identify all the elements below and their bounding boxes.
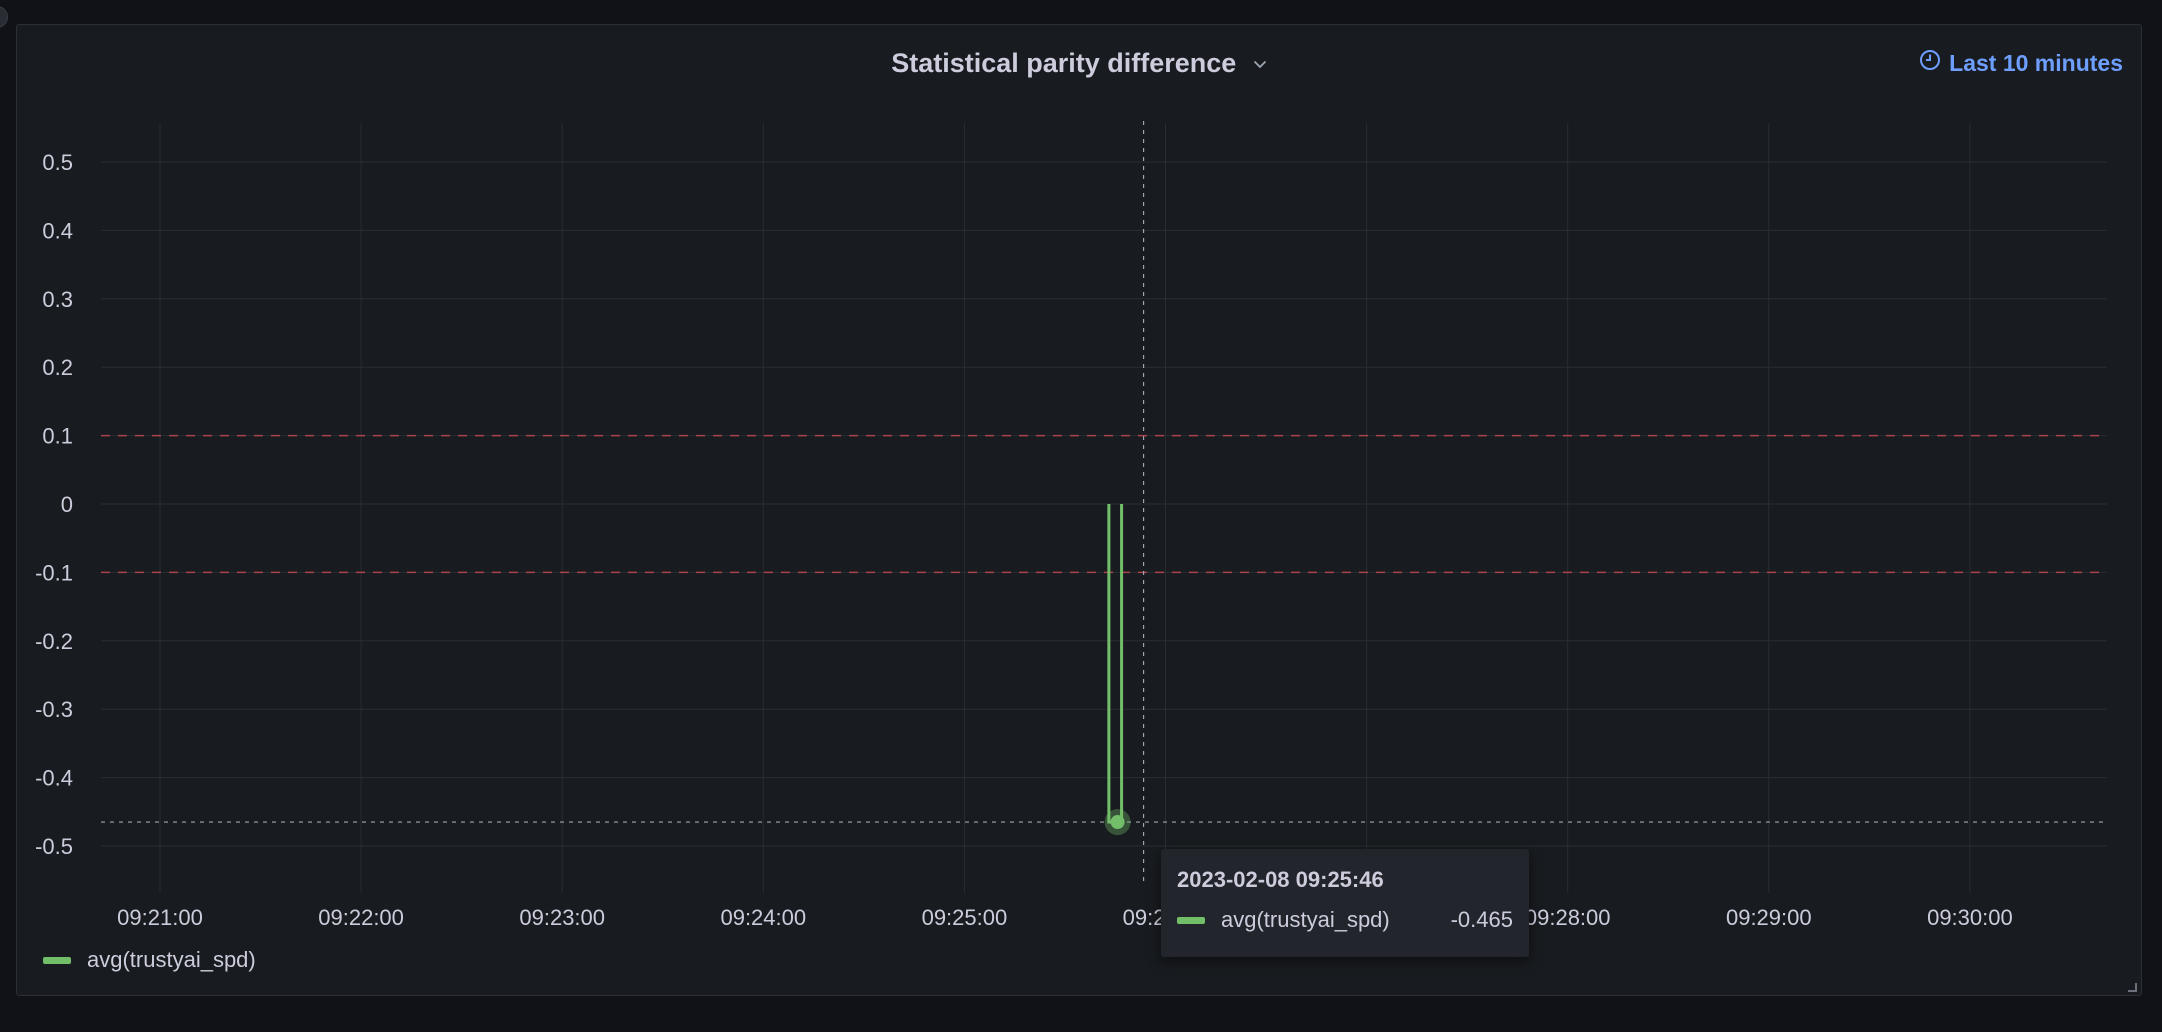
- panel-header[interactable]: Statistical parity difference: [17, 43, 2141, 83]
- chevron-down-icon[interactable]: [1253, 45, 1267, 85]
- legend: avg(trustyai_spd): [43, 945, 256, 975]
- tooltip-value: -0.465: [1450, 907, 1513, 932]
- corner-avatar: [0, 6, 8, 28]
- hover-tooltip: 2023-02-08 09:25:46 avg(trustyai_spd) -0…: [1161, 849, 1529, 957]
- hover-point: [1110, 815, 1125, 830]
- resize-handle-icon[interactable]: [2125, 979, 2137, 992]
- y-tick-label: 0.1: [42, 424, 73, 449]
- tooltip-swatch: [1177, 916, 1205, 924]
- y-tick-label: -0.1: [35, 560, 73, 585]
- x-tick-label: 09:28:00: [1525, 905, 1611, 930]
- legend-item-label[interactable]: avg(trustyai_spd): [87, 947, 256, 972]
- x-tick-label: 09:21:00: [117, 905, 203, 930]
- y-tick-label: 0.3: [42, 287, 73, 312]
- panel-title[interactable]: Statistical parity difference: [891, 48, 1237, 78]
- y-tick-label: -0.4: [35, 766, 73, 791]
- tooltip-row: avg(trustyai_spd) -0.465: [1177, 905, 1513, 935]
- y-tick-label: 0.2: [42, 355, 73, 380]
- y-tick-label: 0: [61, 492, 73, 517]
- time-range-picker[interactable]: Last 10 minutes: [1919, 43, 2123, 83]
- x-tick-label: 09:29:00: [1726, 905, 1812, 930]
- y-tick-label: 0.4: [42, 218, 73, 243]
- y-tick-label: 0.5: [42, 150, 73, 175]
- x-tick-label: 09:30:00: [1927, 905, 2013, 930]
- chart-panel: Statistical parity difference Last 10 mi…: [16, 24, 2142, 996]
- y-tick-label: -0.3: [35, 697, 73, 722]
- legend-swatch: [43, 956, 71, 964]
- tooltip-time: 2023-02-08 09:25:46: [1177, 867, 1384, 892]
- tooltip-series-name: avg(trustyai_spd): [1221, 907, 1390, 932]
- y-tick-label: -0.2: [35, 629, 73, 654]
- series-line: [1107, 504, 1124, 824]
- time-range-label[interactable]: Last 10 minutes: [1949, 50, 2123, 76]
- y-tick-label: -0.5: [35, 834, 73, 859]
- x-tick-label: 09:25:00: [922, 905, 1008, 930]
- x-tick-label: 09:22:00: [318, 905, 404, 930]
- clock-icon: [1919, 43, 1941, 83]
- chart-plot-area[interactable]: 0.5 0.4 0.3 0.2 0.1 0 -0.1 -0.2 -0.3 -0.4 -0.5 09:2…: [17, 25, 2141, 995]
- x-tick-label: 09:24:00: [720, 905, 806, 930]
- x-tick-label: 09:23:00: [519, 905, 605, 930]
